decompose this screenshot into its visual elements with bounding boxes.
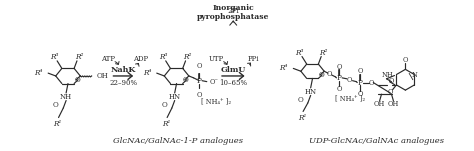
Text: HN: HN	[305, 88, 317, 96]
Text: O: O	[297, 96, 303, 104]
Text: [ NH₄⁺ ]₂: [ NH₄⁺ ]₂	[335, 95, 365, 103]
Text: GlmU: GlmU	[220, 66, 246, 74]
Text: O: O	[388, 88, 393, 96]
Text: O: O	[74, 76, 80, 84]
Text: R²: R²	[75, 53, 83, 61]
Text: O: O	[337, 85, 342, 93]
Text: R⁴: R⁴	[34, 69, 43, 77]
Text: NahK: NahK	[110, 66, 136, 74]
Text: O: O	[183, 76, 189, 84]
Text: O: O	[319, 71, 324, 79]
Text: O: O	[327, 70, 333, 78]
Text: O: O	[197, 62, 202, 70]
Text: HN: HN	[169, 93, 181, 101]
Text: ADP: ADP	[133, 55, 148, 63]
Text: O: O	[357, 67, 363, 75]
Text: 22–90%: 22–90%	[109, 79, 137, 87]
Text: O: O	[347, 76, 353, 84]
Text: OH: OH	[374, 100, 385, 108]
Text: GlcNAc/GalNAc-1-P analogues: GlcNAc/GalNAc-1-P analogues	[113, 137, 244, 145]
Text: 10–65%: 10–65%	[219, 79, 247, 87]
Text: OH: OH	[96, 72, 108, 80]
Text: R²: R²	[319, 49, 327, 57]
Text: O⁻: O⁻	[210, 78, 219, 86]
Text: O: O	[197, 91, 202, 99]
Text: 2Pi: 2Pi	[228, 7, 239, 15]
Text: [ NH₄⁺ ]₂: [ NH₄⁺ ]₂	[201, 97, 231, 105]
Text: R⁴: R⁴	[279, 64, 288, 72]
Text: O: O	[53, 101, 59, 109]
Text: O: O	[389, 77, 394, 85]
Text: P: P	[358, 79, 363, 87]
Text: R³: R³	[159, 53, 167, 61]
Text: P: P	[197, 77, 201, 85]
Text: P: P	[337, 74, 342, 82]
Text: O: O	[402, 56, 408, 64]
Text: O: O	[357, 90, 363, 98]
Text: UTP: UTP	[209, 55, 224, 63]
Text: R³: R³	[50, 53, 58, 61]
Text: R¹: R¹	[298, 114, 306, 122]
Text: O: O	[161, 101, 167, 109]
Text: R³: R³	[295, 49, 303, 57]
Text: N: N	[411, 71, 417, 79]
Text: O: O	[369, 79, 374, 87]
Text: R²: R²	[183, 53, 191, 61]
Text: UDP-GlcNAc/GalNAc analogues: UDP-GlcNAc/GalNAc analogues	[309, 137, 444, 145]
Text: R⁴: R⁴	[143, 69, 151, 77]
Text: PPi: PPi	[247, 55, 259, 63]
Text: OH: OH	[388, 100, 399, 108]
Text: Inorganic
pyrophosphatase: Inorganic pyrophosphatase	[197, 4, 270, 21]
Text: O: O	[337, 63, 342, 71]
Text: NH: NH	[60, 93, 72, 101]
Text: NH: NH	[382, 71, 393, 79]
Text: R¹: R¹	[162, 120, 170, 128]
Text: R¹: R¹	[54, 120, 62, 128]
Text: ATP: ATP	[100, 55, 115, 63]
